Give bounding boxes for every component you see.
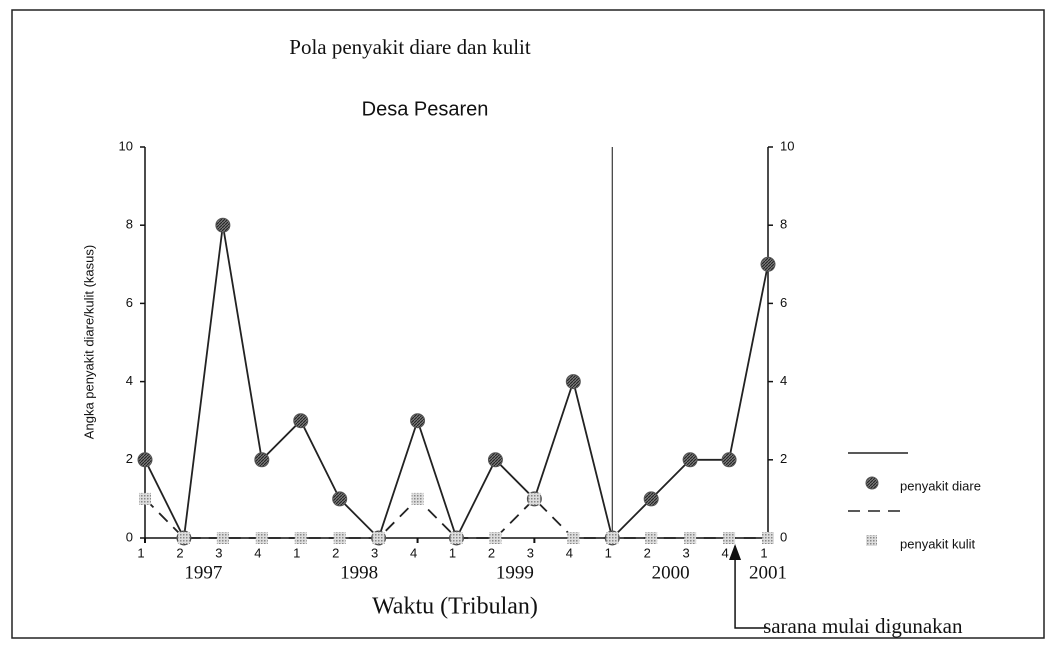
- year-label: 1998: [340, 562, 378, 583]
- point: [643, 491, 659, 507]
- x-tick-label: 1: [293, 545, 300, 560]
- point: [177, 532, 190, 544]
- point: [139, 492, 151, 505]
- point: [293, 413, 309, 429]
- x-tick-label: 3: [527, 545, 534, 560]
- y2-tick-label: 2: [780, 451, 787, 466]
- year-label: 1999: [496, 562, 534, 583]
- x-axis-label: Waktu (Tribulan): [372, 594, 538, 620]
- y-tick-label: 4: [126, 373, 133, 388]
- arrow-head: [729, 544, 742, 560]
- y-tick-label: 8: [126, 217, 133, 232]
- point: [372, 532, 385, 544]
- x-tick-label: 2: [644, 545, 651, 560]
- x-tick-label: 1: [137, 545, 144, 560]
- x-tick-label: 1: [605, 545, 612, 560]
- legend-marker: [866, 535, 877, 546]
- year-label: 2000: [652, 562, 690, 583]
- annotation: sarana mulai digunakan: [763, 614, 963, 638]
- x-tick-label: 3: [371, 545, 378, 560]
- x-tick-label: 3: [215, 545, 222, 560]
- x-tick-label: 3: [683, 545, 690, 560]
- point: [721, 452, 737, 468]
- year-label: 2001: [749, 562, 787, 583]
- point: [137, 452, 153, 468]
- x-tick-label: 1: [760, 545, 767, 560]
- y2-tick-label: 4: [780, 373, 787, 388]
- point: [410, 413, 426, 429]
- point: [528, 492, 541, 505]
- year-label: 1997: [184, 562, 222, 583]
- annotation-arrow: [734, 546, 768, 629]
- point: [567, 532, 580, 544]
- y2-tick-label: 6: [780, 295, 787, 310]
- y2-tick-label: 8: [780, 217, 787, 232]
- y-tick-label: 6: [126, 295, 133, 310]
- point: [215, 217, 231, 233]
- point: [294, 532, 307, 544]
- point: [333, 532, 346, 544]
- point: [487, 452, 503, 468]
- series-line: [144, 225, 769, 542]
- y-tick-label: 0: [126, 529, 133, 544]
- point: [332, 491, 348, 507]
- legend-label: penyakit kulit: [900, 536, 976, 551]
- y-axis-label: Angka penyakit diare/kulit (kasus): [81, 245, 96, 439]
- point: [645, 532, 658, 544]
- frame: [11, 9, 1045, 639]
- x-tick-label: 2: [488, 545, 495, 560]
- y2-tick-label: 0: [780, 529, 787, 544]
- point: [450, 532, 463, 544]
- chart-title: Pola penyakit diare dan kulit: [289, 35, 531, 59]
- y2-tick-label: 10: [780, 138, 794, 153]
- x-tick-label: 4: [721, 545, 728, 560]
- point: [723, 532, 736, 544]
- x-tick-label: 2: [176, 545, 183, 560]
- x-tick-label: 4: [254, 545, 261, 560]
- x-tick-label: 4: [566, 545, 573, 560]
- point: [411, 492, 424, 505]
- x-tick-label: 2: [332, 545, 339, 560]
- point: [760, 256, 776, 272]
- point: [489, 532, 502, 544]
- point: [684, 532, 697, 544]
- x-tick-label: 1: [449, 545, 456, 560]
- point: [254, 452, 270, 468]
- y-tick-label: 10: [119, 138, 133, 153]
- point: [682, 452, 698, 468]
- point: [255, 532, 268, 544]
- point: [565, 374, 581, 390]
- legend-marker: [865, 476, 879, 490]
- legend-label: penyakit diare: [900, 478, 981, 493]
- point: [762, 532, 774, 544]
- x-tick-label: 4: [410, 545, 417, 560]
- point: [216, 532, 229, 544]
- chart-subtitle: Desa Pesaren: [362, 98, 489, 120]
- point: [606, 532, 619, 544]
- y-tick-label: 2: [126, 451, 133, 466]
